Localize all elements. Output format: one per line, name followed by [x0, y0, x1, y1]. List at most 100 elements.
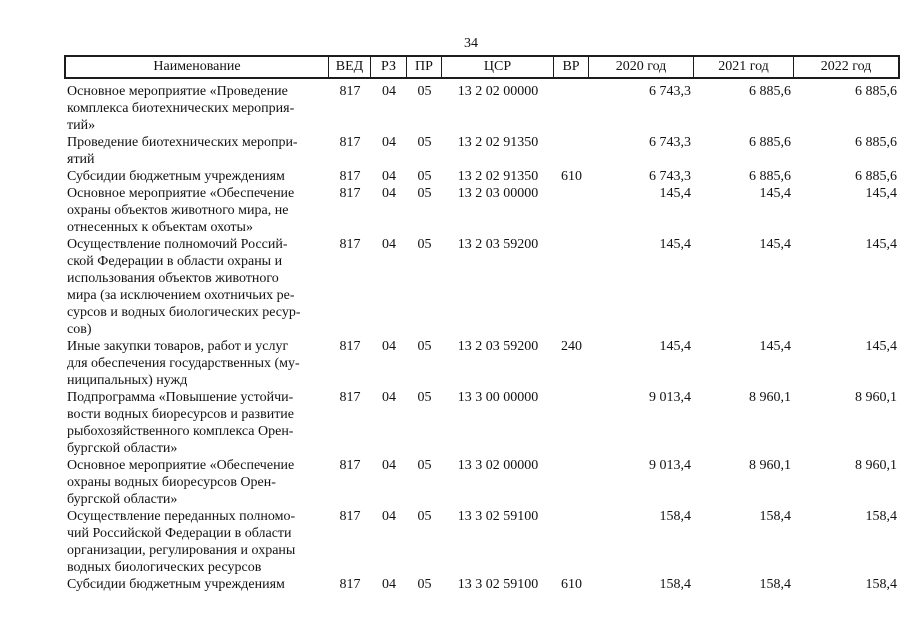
- cell-csr: 13 2 02 91350: [457, 135, 539, 150]
- table-body: Основное мероприятие «Проведение комплек…: [64, 83, 900, 593]
- cell-vr: 240: [561, 339, 582, 354]
- cell-rz: 04: [382, 390, 396, 405]
- cell-rz: 04: [382, 339, 396, 354]
- cell-pr: 05: [417, 339, 432, 354]
- cell-2022: 145,4: [865, 339, 898, 354]
- cell-name: Основное мероприятие «Обеспечение охраны…: [67, 186, 295, 235]
- cell-2020: 6 743,3: [649, 84, 691, 99]
- header-cell-pr: ПР: [406, 57, 441, 77]
- cell-2020: 9 013,4: [649, 390, 691, 405]
- cell-name: Основное мероприятие «Обеспечение охраны…: [67, 458, 295, 507]
- cell-csr: 13 3 00 00000: [457, 390, 539, 405]
- page-number: 34: [464, 36, 478, 51]
- header-cell-vr: ВР: [553, 57, 588, 77]
- cell-name: Осуществление полномочий Россий- ской Фе…: [67, 237, 301, 337]
- cell-rz: 04: [382, 186, 396, 201]
- cell-csr: 13 3 02 00000: [457, 458, 539, 473]
- cell-2021: 145,4: [759, 339, 792, 354]
- cell-csr: 13 2 02 91350: [457, 169, 539, 184]
- cell-ved: 817: [339, 577, 361, 592]
- cell-2022: 145,4: [865, 186, 898, 201]
- cell-ved: 817: [339, 169, 361, 184]
- table-row: Подпрограмма «Повышение устойчи- вости в…: [64, 389, 900, 457]
- cell-2020: 158,4: [659, 577, 692, 592]
- table-row: Осуществление переданных полномо- чий Ро…: [64, 508, 900, 576]
- cell-name: Подпрограмма «Повышение устойчи- вости в…: [67, 390, 295, 456]
- cell-2020: 6 743,3: [649, 135, 691, 150]
- cell-pr: 05: [417, 577, 432, 592]
- cell-pr: 05: [417, 135, 432, 150]
- cell-2022: 6 885,6: [855, 169, 897, 184]
- cell-2020: 9 013,4: [649, 458, 691, 473]
- cell-csr: 13 2 03 59200: [457, 237, 539, 252]
- cell-csr: 13 2 02 00000: [457, 84, 539, 99]
- cell-ved: 817: [339, 84, 361, 99]
- cell-name: Основное мероприятие «Проведение комплек…: [67, 84, 295, 133]
- cell-2022: 8 960,1: [855, 390, 897, 405]
- cell-csr: 13 3 02 59100: [457, 509, 539, 524]
- cell-pr: 05: [417, 237, 432, 252]
- cell-pr: 05: [417, 186, 432, 201]
- header-cell-2022: 2022 год: [793, 57, 898, 77]
- header-cell-ved: ВЕД: [328, 57, 370, 77]
- cell-name: Проведение биотехнических меропри- ятий: [67, 135, 298, 167]
- table-row: Основное мероприятие «Обеспечение охраны…: [64, 185, 900, 236]
- cell-pr: 05: [417, 390, 432, 405]
- header-cell-name: Наименование: [153, 59, 241, 74]
- table-header-row: Наименование ВЕД РЗ ПР ЦСР ВР 2020 год 2…: [64, 55, 900, 79]
- cell-2020: 145,4: [659, 186, 692, 201]
- cell-csr: 13 2 03 00000: [457, 186, 539, 201]
- cell-rz: 04: [382, 237, 396, 252]
- cell-rz: 04: [382, 509, 396, 524]
- cell-2021: 8 960,1: [749, 458, 791, 473]
- cell-rz: 04: [382, 84, 396, 99]
- cell-rz: 04: [382, 577, 396, 592]
- table-row: Субсидии бюджетным учреждениям 817 04 05…: [64, 576, 900, 593]
- header-cell-csr: ЦСР: [441, 57, 553, 77]
- cell-2021: 6 885,6: [749, 135, 791, 150]
- cell-2020: 145,4: [659, 237, 692, 252]
- table-row: Субсидии бюджетным учреждениям 817 04 05…: [64, 168, 900, 185]
- cell-rz: 04: [382, 458, 396, 473]
- cell-2020: 6 743,3: [649, 169, 691, 184]
- cell-vr: 610: [561, 169, 582, 184]
- table-row: Основное мероприятие «Проведение комплек…: [64, 83, 900, 134]
- cell-2021: 145,4: [759, 237, 792, 252]
- cell-2022: 145,4: [865, 237, 898, 252]
- cell-2021: 8 960,1: [749, 390, 791, 405]
- table-row: Проведение биотехнических меропри- ятий …: [64, 134, 900, 168]
- cell-2021: 158,4: [759, 577, 792, 592]
- cell-rz: 04: [382, 135, 396, 150]
- cell-2022: 158,4: [865, 509, 898, 524]
- cell-2021: 158,4: [759, 509, 792, 524]
- cell-2021: 6 885,6: [749, 84, 791, 99]
- cell-ved: 817: [339, 458, 361, 473]
- cell-name: Субсидии бюджетным учреждениям: [67, 169, 285, 184]
- cell-ved: 817: [339, 237, 361, 252]
- cell-pr: 05: [417, 84, 432, 99]
- cell-2022: 6 885,6: [855, 135, 897, 150]
- cell-2021: 6 885,6: [749, 169, 791, 184]
- cell-name: Субсидии бюджетным учреждениям: [67, 577, 285, 592]
- cell-csr: 13 3 02 59100: [457, 577, 539, 592]
- table-row: Осуществление полномочий Россий- ской Фе…: [64, 236, 900, 338]
- cell-pr: 05: [417, 509, 432, 524]
- cell-ved: 817: [339, 509, 361, 524]
- cell-vr: 610: [561, 577, 582, 592]
- table-row: Основное мероприятие «Обеспечение охраны…: [64, 457, 900, 508]
- cell-2020: 158,4: [659, 509, 692, 524]
- cell-ved: 817: [339, 339, 361, 354]
- budget-table: Наименование ВЕД РЗ ПР ЦСР ВР 2020 год 2…: [64, 55, 900, 593]
- cell-pr: 05: [417, 169, 432, 184]
- cell-name: Осуществление переданных полномо- чий Ро…: [67, 509, 296, 575]
- cell-2021: 145,4: [759, 186, 792, 201]
- cell-pr: 05: [417, 458, 432, 473]
- cell-2022: 158,4: [865, 577, 898, 592]
- cell-ved: 817: [339, 135, 361, 150]
- cell-ved: 817: [339, 186, 361, 201]
- table-row: Иные закупки товаров, работ и услуг для …: [64, 338, 900, 389]
- cell-2020: 145,4: [659, 339, 692, 354]
- cell-2022: 6 885,6: [855, 84, 897, 99]
- header-cell-2021: 2021 год: [693, 57, 793, 77]
